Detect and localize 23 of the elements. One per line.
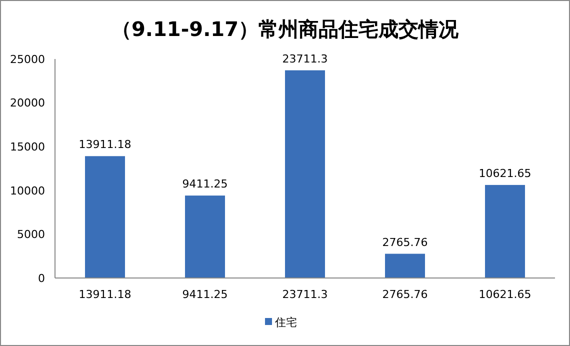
x-tick-label: 23711.3 <box>282 288 328 301</box>
x-tick-label: 10621.65 <box>478 288 532 301</box>
x-tick-label: 9411.25 <box>182 288 228 301</box>
data-label: 2765.76 <box>382 236 428 249</box>
chart-title: （9.11-9.17）常州商品住宅成交情况 <box>112 17 460 41</box>
y-tick-label: 0 <box>38 272 45 285</box>
bar <box>385 254 425 278</box>
bar <box>285 70 325 278</box>
legend-label: 住宅 <box>275 316 297 329</box>
y-tick-label: 5000 <box>17 228 45 242</box>
y-tick-label: 10000 <box>10 184 45 198</box>
y-tick-label: 15000 <box>10 140 45 154</box>
data-label: 23711.3 <box>282 52 328 66</box>
data-label: 9411.25 <box>182 178 228 191</box>
x-tick-label: 2765.76 <box>382 288 428 301</box>
data-label: 10621.65 <box>478 166 532 180</box>
bar <box>85 156 125 278</box>
bar <box>485 184 525 278</box>
y-tick-label: 25000 <box>10 52 45 66</box>
y-tick-label: 20000 <box>10 96 45 110</box>
data-label: 13911.18 <box>78 138 132 152</box>
bar <box>185 196 225 278</box>
x-tick-label: 13911.18 <box>78 288 132 301</box>
